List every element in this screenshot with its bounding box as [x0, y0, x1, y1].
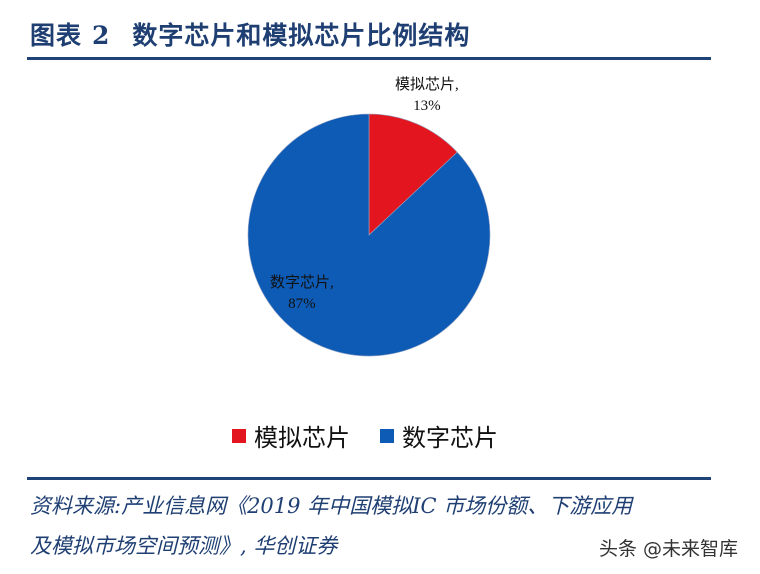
figure-prefix: 图表 — [30, 21, 83, 50]
legend-item-analog: 模拟芯片 — [232, 418, 350, 453]
digital-data-label: 数字芯片, 87% — [270, 275, 334, 312]
figure-title: 图表 2 数字芯片和模拟芯片比例结构 — [30, 16, 470, 52]
figure-number: 2 — [92, 21, 111, 50]
pie-slice-analog — [368, 113, 458, 236]
legend-item-digital: 数字芯片 — [380, 418, 498, 453]
legend-swatch-digital — [380, 428, 394, 443]
legend-swatch-analog — [232, 428, 246, 443]
watermark: 头条 @未来智库 — [598, 538, 738, 560]
chart-legend: 模拟芯片 数字芯片 — [232, 418, 528, 453]
source-note: 资料来源:产业信息网《2019 年中国模拟IC 市场份额、下游应用 及模拟市场空… — [30, 494, 633, 558]
top-divider — [27, 57, 711, 60]
pie-slice-digital — [247, 113, 491, 357]
figure-title-text: 数字芯片和模拟芯片比例结构 — [132, 21, 471, 50]
analog-data-label: 模拟芯片, 13% — [395, 77, 459, 114]
bottom-divider — [27, 477, 711, 480]
